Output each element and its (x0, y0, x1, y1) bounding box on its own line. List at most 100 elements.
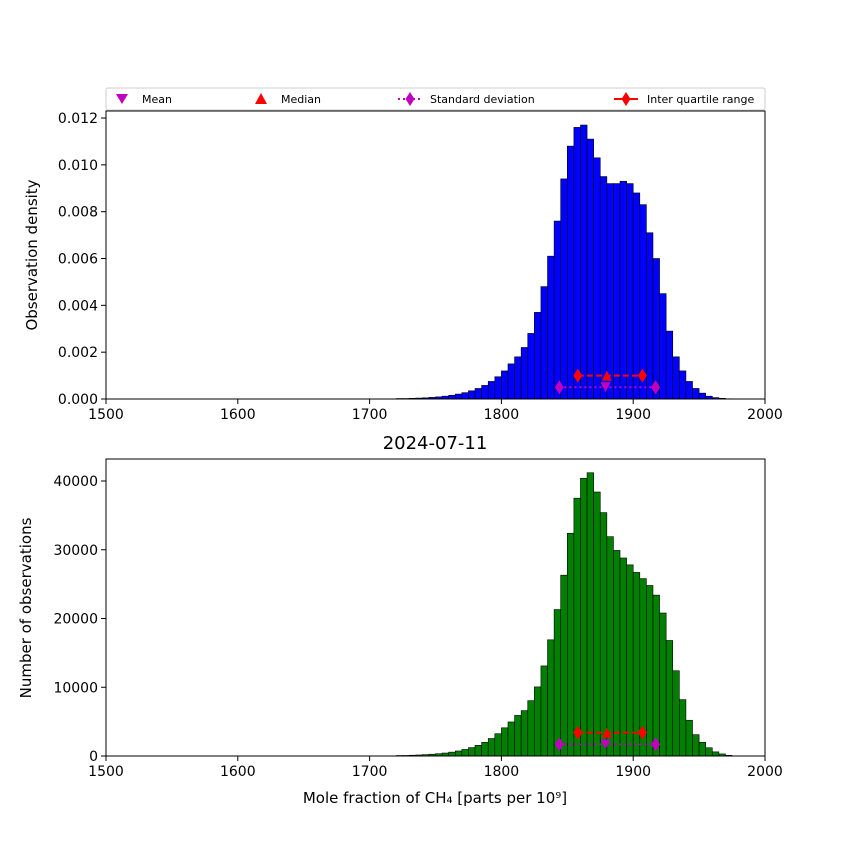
histogram-bar (685, 381, 693, 400)
histogram-bar (679, 699, 687, 757)
legend-iqr-label: Inter quartile range (647, 93, 754, 106)
legend: Mean Median Standard deviation Inter qua… (105, 87, 766, 111)
histogram-bar (632, 572, 641, 757)
x-tick-label: 1600 (220, 407, 256, 423)
histogram-bar (599, 512, 608, 757)
histogram-bar (540, 286, 548, 400)
y-tick-label: 0 (89, 749, 98, 765)
histogram-bar (613, 550, 621, 757)
x-tick-label: 1900 (615, 764, 651, 780)
histogram-bar (514, 715, 522, 757)
histogram-bar (632, 192, 641, 400)
x-tick-label: 1800 (484, 764, 520, 780)
histogram-bar (560, 178, 568, 400)
top-panel: 1500 1600 1700 1800 1900 2000 0.000 0.002 0.004… (23, 110, 783, 423)
histogram-bar (613, 183, 621, 400)
histogram-bar (494, 733, 502, 757)
histogram-bar (573, 497, 581, 757)
y-tick-label: 30000 (53, 543, 98, 559)
histogram-bar (586, 472, 594, 757)
histogram-bar (705, 747, 713, 757)
histogram-bar (474, 388, 482, 400)
std-low-marker (554, 380, 564, 395)
histogram-bar (494, 376, 502, 400)
mean-marker (600, 382, 611, 393)
top-y-axis-label: Observation density (23, 179, 41, 330)
bottom-statistics-markers (554, 725, 661, 752)
median-marker (601, 370, 612, 381)
histogram-bar (619, 557, 627, 757)
histogram-bar (474, 745, 482, 757)
top-histogram-bars (395, 124, 733, 400)
histogram-bar (487, 381, 496, 400)
histogram-bar (659, 293, 667, 400)
y-tick-label: 0.008 (58, 205, 98, 221)
histogram-bar (665, 640, 674, 757)
histogram-bar (679, 370, 687, 400)
bottom-axes-frame (105, 458, 766, 757)
histogram-bar (507, 721, 515, 757)
histogram-bar (481, 742, 489, 757)
histogram-bar (527, 333, 535, 400)
histogram-bar (606, 183, 614, 400)
histogram-bar (599, 176, 608, 400)
bottom-panel: 2024-07-11 1500 1600 1700 1800 1900 2000 0 100… (17, 433, 783, 807)
histogram-bar (540, 665, 548, 757)
histogram-bar (692, 388, 700, 400)
histogram-bar (659, 612, 667, 757)
x-tick-label: 1500 (88, 407, 124, 423)
x-tick-label: 1600 (220, 764, 256, 780)
histogram-bar (626, 564, 634, 757)
x-tick-label: 1700 (352, 764, 388, 780)
legend-iqr-marker (621, 92, 631, 106)
histogram-bar (448, 751, 456, 757)
histogram-bar (468, 747, 476, 757)
bottom-y-axis-ticks: 0 10000 20000 30000 40000 (53, 474, 106, 765)
y-tick-label: 0.004 (58, 298, 98, 314)
y-tick-label: 0.000 (58, 392, 98, 408)
top-x-axis-ticks: 1500 1600 1700 1800 1900 2000 (88, 399, 783, 423)
histogram-bar (547, 639, 555, 757)
histogram-bar (698, 392, 706, 400)
histogram-bar (698, 741, 706, 757)
histogram-bar (593, 157, 601, 400)
histogram-bar (580, 477, 588, 757)
std-high-marker (651, 737, 661, 752)
histogram-bar (454, 393, 463, 400)
histogram-bar (468, 390, 476, 400)
histogram-bar (652, 258, 660, 400)
histogram-bar (534, 312, 542, 400)
y-tick-label: 0.010 (58, 158, 98, 174)
x-tick-label: 2000 (747, 764, 783, 780)
histogram-bar (520, 347, 529, 400)
std-high-marker (651, 380, 661, 395)
histogram-bar (547, 255, 555, 400)
histogram-bar (553, 220, 562, 400)
std-low-marker (554, 737, 564, 752)
histogram-bar (481, 385, 489, 400)
x-tick-label: 1800 (484, 407, 520, 423)
histogram-bar (672, 670, 680, 757)
histogram-bar (672, 356, 680, 400)
histogram-bar (514, 356, 522, 400)
histogram-bar (619, 180, 627, 400)
histogram-bar (711, 751, 720, 757)
histogram-bar (573, 127, 581, 400)
legend-mean-label: Mean (142, 93, 172, 106)
histogram-bar (586, 138, 594, 400)
histogram-bar (461, 392, 469, 400)
bottom-histogram-bars (395, 472, 733, 757)
legend-std-label: Standard deviation (430, 93, 535, 106)
histogram-bar (692, 734, 700, 757)
histogram-bar (501, 727, 509, 757)
histogram-bar (461, 749, 469, 757)
histogram-bar (646, 232, 654, 400)
bottom-chart-title: 2024-07-11 (383, 433, 488, 454)
legend-frame (105, 87, 766, 111)
x-tick-label: 1500 (88, 764, 124, 780)
x-tick-label: 1900 (615, 407, 651, 423)
y-tick-label: 10000 (53, 680, 98, 696)
histogram-bar (454, 750, 463, 757)
legend-std-marker (405, 92, 415, 106)
